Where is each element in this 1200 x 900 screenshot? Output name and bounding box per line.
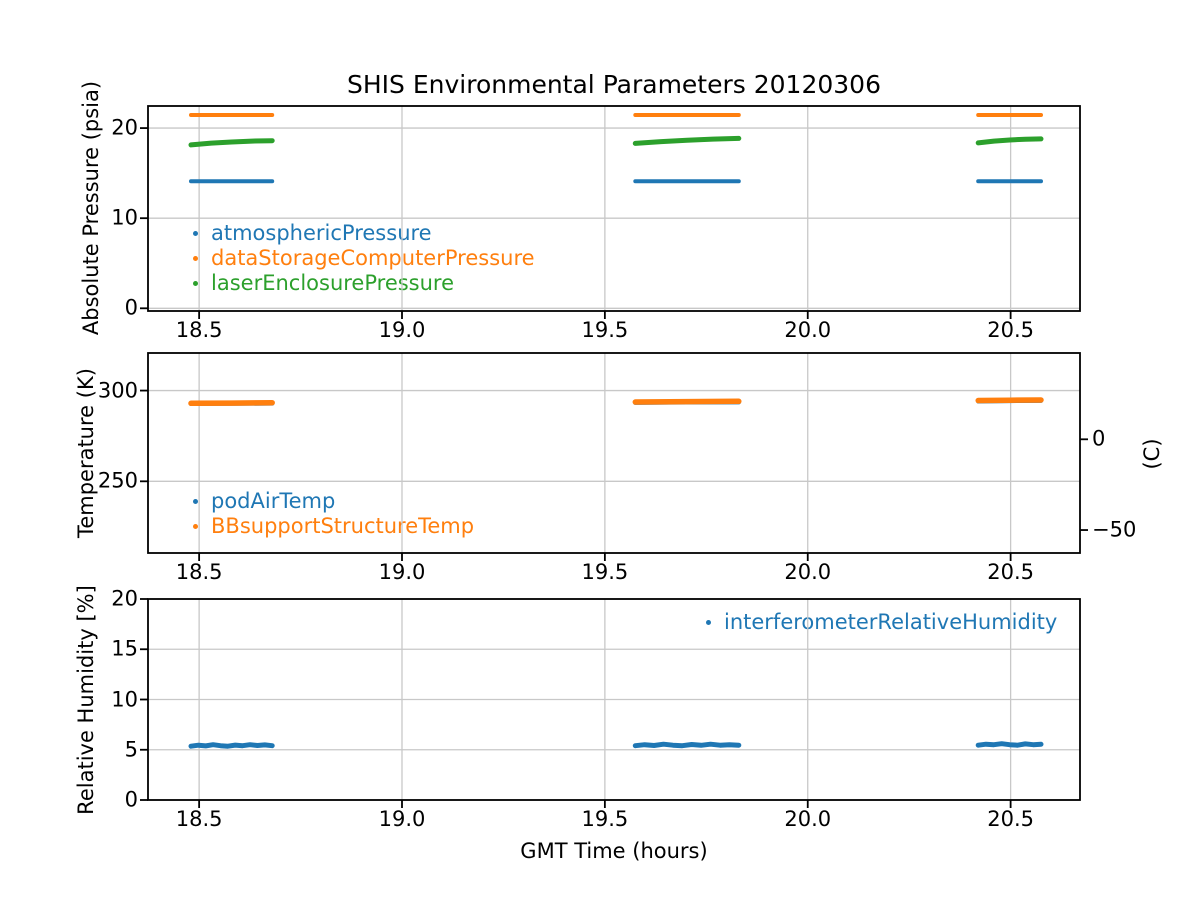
y-tick-label: 10 <box>111 687 138 711</box>
legend-label: podAirTemp <box>211 489 336 513</box>
series-interferometerRelativeHumidity-segment <box>188 742 275 749</box>
plot-border <box>147 598 1081 801</box>
legend-item-interferometer-relative-humidity: interferometerRelativeHumidity <box>698 610 1057 635</box>
y-tick-label-right: 0 <box>1092 426 1106 451</box>
y-tick-label: 10 <box>111 205 138 230</box>
legend-humidity: interferometerRelativeHumidity <box>698 610 1057 635</box>
legend-pressure: atmosphericPressure dataStorageComputerP… <box>185 221 535 296</box>
x-tick-label: 19.0 <box>378 560 426 584</box>
x-tick-label: 18.5 <box>175 807 223 831</box>
series-interferometerRelativeHumidity-segment <box>975 741 1044 748</box>
legend-temperature: podAirTemp BBsupportStructureTemp <box>185 489 474 539</box>
legend-marker-dot <box>193 524 198 529</box>
legend-label: BBsupportStructureTemp <box>211 514 475 538</box>
plot-border <box>147 352 1081 554</box>
legend-item-laser-enclosure-pressure: laserEnclosurePressure <box>185 271 535 296</box>
y-tick-label: 20 <box>111 115 138 140</box>
series-laserEnclosurePressure-segment <box>632 135 742 146</box>
legend-marker-dot <box>193 499 198 504</box>
series-BBsupportStructureTemp-segment <box>975 397 1044 404</box>
relative-humidity-panel <box>140 598 1081 808</box>
x-tick-label: 20.0 <box>784 318 832 342</box>
legend-marker-dot <box>193 256 198 261</box>
x-tick-label: 19.5 <box>581 560 629 584</box>
legend-label: laserEnclosurePressure <box>211 271 455 295</box>
legend-label: interferometerRelativeHumidity <box>724 610 1058 634</box>
series-laserEnclosurePressure-segment <box>975 136 1044 146</box>
y-axis-label-celsius: (C) <box>1140 438 1164 470</box>
legend-item-pod-air-temp: podAirTemp <box>185 489 474 514</box>
chart-title: SHIS Environmental Parameters 20120306 <box>347 70 881 99</box>
x-tick-label: 19.0 <box>378 807 426 831</box>
series-laserEnclosurePressure-segment <box>188 138 275 148</box>
x-tick-label: 20.0 <box>784 807 832 831</box>
y-tick-label: 15 <box>111 636 138 661</box>
legend-marker-dot <box>706 620 711 625</box>
series-interferometerRelativeHumidity-segment <box>632 741 742 749</box>
x-tick-label: 19.5 <box>581 318 629 342</box>
x-tick-label: 18.5 <box>175 318 223 342</box>
x-tick-label: 20.5 <box>987 560 1034 584</box>
x-tick-label: 20.5 <box>987 807 1034 831</box>
x-tick-label: 19.0 <box>378 318 426 342</box>
legend-marker-dot <box>193 281 198 286</box>
legend-label: atmosphericPressure <box>211 221 432 245</box>
legend-item-bb-support-structure-temp: BBsupportStructureTemp <box>185 514 474 539</box>
plot-border <box>147 105 1081 312</box>
x-tick-label: 18.5 <box>175 560 223 584</box>
y-tick-label: 300 <box>97 378 138 403</box>
series-BBsupportStructureTemp-segment <box>632 398 742 405</box>
x-tick-label: 20.0 <box>784 560 832 584</box>
y-tick-label: 0 <box>124 295 138 320</box>
x-axis-label: GMT Time (hours) <box>520 839 708 863</box>
y-tick-label: 20 <box>111 586 138 611</box>
y-tick-label-right: −50 <box>1092 517 1137 542</box>
y-tick-label: 0 <box>124 787 138 812</box>
legend-item-datastorage-pressure: dataStorageComputerPressure <box>185 246 535 271</box>
absolute-pressure-panel <box>140 105 1081 319</box>
x-tick-label: 19.5 <box>581 807 629 831</box>
y-tick-label: 5 <box>124 737 138 762</box>
legend-marker-dot <box>193 231 198 236</box>
legend-label: dataStorageComputerPressure <box>211 246 535 270</box>
series-BBsupportStructureTemp-segment <box>188 399 275 407</box>
x-tick-label: 20.5 <box>987 318 1034 342</box>
y-tick-label: 250 <box>97 468 138 493</box>
legend-item-atmospheric-pressure: atmosphericPressure <box>185 221 535 246</box>
temperature-panel <box>140 352 1088 561</box>
